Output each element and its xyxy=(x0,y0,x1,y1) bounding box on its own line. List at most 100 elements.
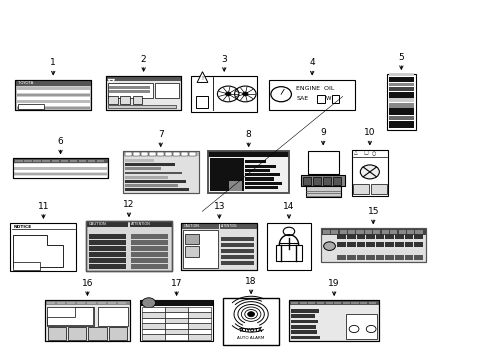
Bar xyxy=(245,173,280,176)
Text: 9: 9 xyxy=(320,128,326,137)
Bar xyxy=(289,300,379,341)
Bar xyxy=(33,160,41,162)
Bar xyxy=(389,83,414,86)
Bar xyxy=(332,95,339,103)
Bar xyxy=(334,302,342,305)
Bar xyxy=(357,242,365,247)
Text: 4: 4 xyxy=(309,58,315,67)
Bar xyxy=(357,234,365,239)
Bar xyxy=(308,302,316,305)
Bar xyxy=(318,95,325,103)
Circle shape xyxy=(142,298,156,308)
Bar xyxy=(141,152,148,156)
Bar xyxy=(106,76,181,81)
Bar xyxy=(371,184,387,194)
Bar xyxy=(357,255,365,260)
Bar xyxy=(323,230,330,234)
Bar xyxy=(45,300,130,305)
Bar xyxy=(223,298,279,345)
Bar xyxy=(395,234,404,239)
Bar xyxy=(325,302,333,305)
Bar xyxy=(291,330,317,334)
Bar xyxy=(245,177,273,181)
Bar xyxy=(347,234,356,239)
Bar xyxy=(389,98,414,102)
Bar xyxy=(317,302,324,305)
Bar xyxy=(89,252,126,257)
Bar xyxy=(17,97,90,100)
Bar xyxy=(366,255,375,260)
Bar xyxy=(188,323,211,329)
Bar xyxy=(108,96,118,104)
Bar xyxy=(313,177,321,185)
Bar xyxy=(228,181,242,192)
Text: 8: 8 xyxy=(246,130,251,139)
Bar xyxy=(185,246,199,257)
Bar xyxy=(196,96,208,108)
Circle shape xyxy=(324,242,335,251)
Bar xyxy=(321,228,426,262)
Bar xyxy=(48,327,66,339)
Bar xyxy=(245,160,266,163)
Bar xyxy=(155,83,179,98)
Bar xyxy=(291,336,320,339)
Bar xyxy=(188,318,211,323)
Bar xyxy=(321,228,426,235)
Text: ATTENTION: ATTENTION xyxy=(131,222,150,226)
Bar xyxy=(351,149,388,196)
Bar xyxy=(142,318,165,323)
Bar xyxy=(356,230,364,234)
Bar xyxy=(15,80,91,110)
Bar xyxy=(245,169,270,172)
Text: CAUTION: CAUTION xyxy=(184,224,200,228)
Bar xyxy=(98,307,127,326)
Bar xyxy=(291,325,316,329)
Bar xyxy=(149,152,156,156)
Bar xyxy=(303,177,311,185)
Text: NOTICE: NOTICE xyxy=(13,225,32,229)
Text: TOYOTA: TOYOTA xyxy=(239,328,263,333)
Bar xyxy=(77,302,85,305)
Bar xyxy=(267,223,311,270)
Bar xyxy=(140,300,213,341)
Bar xyxy=(386,242,394,247)
Bar xyxy=(389,121,414,128)
Bar xyxy=(165,334,188,340)
Bar xyxy=(13,158,108,163)
Bar xyxy=(123,151,198,156)
Text: 11: 11 xyxy=(38,202,49,211)
Bar xyxy=(17,103,90,106)
Bar xyxy=(86,221,172,271)
Bar xyxy=(47,302,55,305)
Bar xyxy=(333,177,341,185)
Bar xyxy=(87,302,96,305)
Bar xyxy=(70,160,77,162)
Bar xyxy=(13,262,40,270)
Bar xyxy=(390,230,397,234)
Bar xyxy=(414,234,423,239)
Bar xyxy=(245,165,276,168)
Bar xyxy=(189,152,196,156)
Text: 6: 6 xyxy=(58,137,63,146)
Bar xyxy=(133,152,140,156)
Bar xyxy=(181,223,257,270)
Bar xyxy=(360,302,368,305)
Bar xyxy=(389,77,414,82)
Bar xyxy=(405,242,413,247)
Bar xyxy=(347,242,356,247)
Bar xyxy=(125,180,186,183)
Bar xyxy=(97,160,104,162)
Bar xyxy=(376,234,385,239)
Bar xyxy=(188,329,211,334)
Bar xyxy=(47,307,94,326)
Bar xyxy=(353,184,369,194)
Text: ATTENTION: ATTENTION xyxy=(221,224,237,228)
Circle shape xyxy=(360,165,379,179)
Text: !: ! xyxy=(201,76,203,81)
Bar xyxy=(321,228,426,262)
Bar xyxy=(142,334,165,340)
Bar xyxy=(89,246,126,251)
Bar xyxy=(289,300,379,341)
Bar xyxy=(276,245,302,261)
Bar xyxy=(165,323,188,329)
